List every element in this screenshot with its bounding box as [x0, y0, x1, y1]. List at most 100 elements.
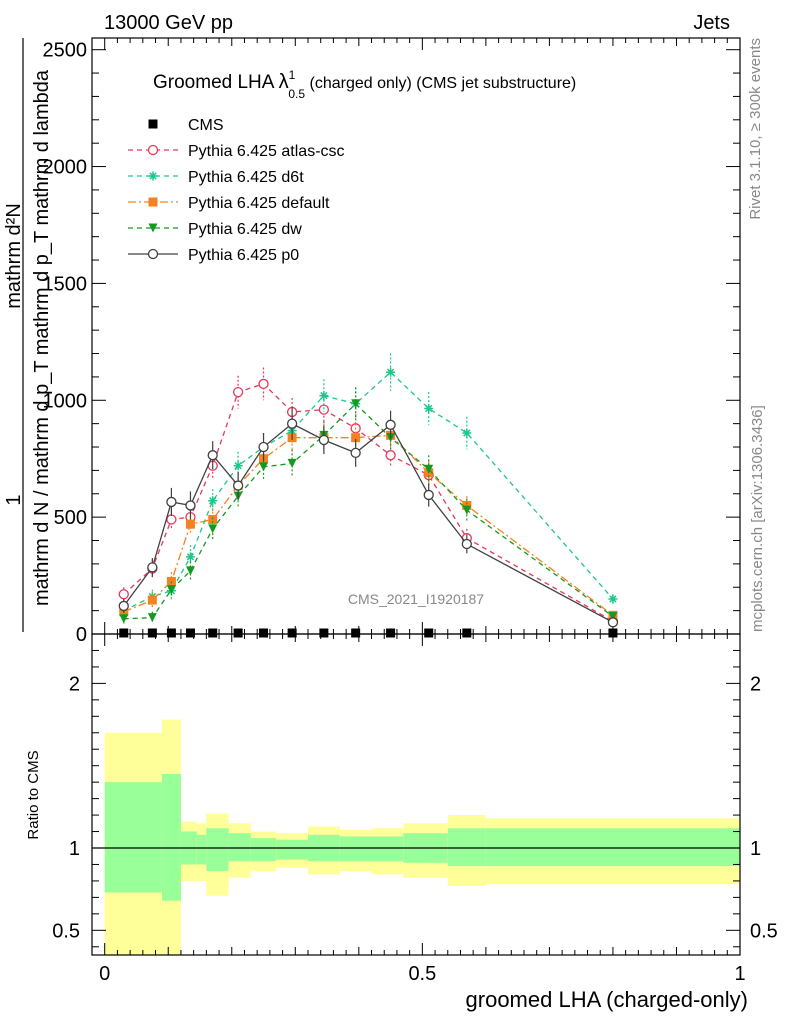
data-point [462, 428, 472, 438]
ylabel-one: 1 [3, 494, 25, 505]
legend: CMS Pythia 6.425 atlas-csc Pythia 6.425 d6… [128, 117, 345, 264]
rivet-label: Rivet 3.1.10, ≥ 300k events [747, 38, 764, 220]
legend-label: Pythia 6.425 p0 [188, 247, 299, 264]
data-point [166, 514, 177, 525]
ratio-band-green [485, 828, 740, 867]
legend-item: Pythia 6.425 d6t [128, 169, 304, 186]
series-line [123, 383, 614, 622]
data-point [319, 391, 329, 401]
x-axis-label: groomed LHA (charged-only) [466, 987, 748, 1012]
data-point [350, 447, 361, 459]
ratio-y-axis-label: Ratio to CMS [25, 750, 42, 839]
x-tick-label: 0.5 [408, 963, 436, 985]
data-point [351, 433, 361, 443]
series-pythia-6-425-p0 [118, 407, 619, 628]
data-point [185, 566, 195, 576]
data-point [385, 450, 396, 461]
series-line [123, 434, 614, 616]
data-point [423, 489, 434, 501]
ratio-band-green [339, 836, 372, 862]
series-line [123, 402, 614, 620]
ratio-band-green [447, 828, 486, 867]
legend-marker [148, 119, 158, 129]
data-point [208, 496, 218, 506]
data-point [166, 585, 176, 595]
data-point [233, 461, 243, 471]
data-point [119, 628, 129, 638]
y-tick-label: 1000 [43, 390, 88, 412]
ratio-y-tick-label-right: 2 [750, 673, 761, 695]
data-point [118, 600, 129, 612]
legend-marker [148, 223, 158, 233]
data-point [386, 628, 396, 638]
ratio-band-green [276, 839, 308, 860]
data-point [385, 419, 396, 430]
data-point [166, 496, 177, 508]
data-point [424, 464, 434, 474]
ratio-band-green [371, 836, 404, 862]
legend-item: Pythia 6.425 default [128, 195, 330, 212]
data-point [258, 378, 269, 390]
data-point [147, 595, 157, 605]
data-point [318, 434, 330, 446]
series-cms [119, 628, 618, 638]
ratio-y-tick-label-left: 2 [69, 673, 80, 695]
y-tick-label: 2000 [43, 157, 88, 179]
energy-label: 13000 GeV pp [104, 12, 233, 34]
ratio-y-tick-label-left: 1 [69, 838, 80, 860]
data-point [185, 628, 195, 638]
ratio-band-green [250, 838, 277, 862]
data-point [287, 628, 297, 638]
y-tick-label: 1500 [43, 273, 88, 295]
ratio-band-green [104, 782, 162, 893]
legend-label: Pythia 6.425 atlas-csc [188, 143, 345, 160]
legend-label: Pythia 6.425 d6t [188, 169, 304, 186]
data-point [462, 628, 472, 638]
legend-item: Pythia 6.425 p0 [128, 247, 299, 264]
legend-item: Pythia 6.425 atlas-csc [128, 143, 345, 160]
ratio-band-green [206, 828, 229, 872]
ratio-y-tick-label-left: 0.5 [52, 920, 80, 942]
mcplots-label: mcplots.cern.ch [arXiv:1306.3436] [749, 405, 766, 632]
data-point [185, 519, 195, 529]
data-point [208, 628, 218, 638]
data-point [207, 450, 218, 461]
data-point [232, 480, 244, 491]
legend-label: Pythia 6.425 dw [188, 221, 302, 238]
data-point [351, 628, 361, 638]
data-point [208, 524, 218, 534]
data-point [461, 538, 472, 550]
y-tick-label: 2500 [43, 40, 88, 62]
ratio-band-green [196, 834, 207, 865]
ratio-y-tick-label-right: 1 [750, 838, 761, 860]
ratio-y-tick-label-right: 0.5 [750, 920, 778, 942]
data-point [259, 462, 269, 472]
analysis-watermark: CMS_2021_I1920187 [348, 591, 484, 607]
legend-marker [147, 248, 159, 260]
data-point [287, 458, 297, 468]
legend-item: CMS [148, 117, 224, 134]
ratio-plot-panel: 0 0.5 10.5 0.51 12 2 [52, 633, 778, 985]
data-point [185, 500, 196, 511]
jets-label: Jets [693, 12, 730, 34]
main-y-axis-label: 1 mathrm d²N mathrm d N / mathrm d p_T m… [3, 38, 53, 632]
data-point [608, 594, 618, 604]
data-point [185, 552, 195, 562]
x-tick-label: 1 [734, 963, 745, 985]
ylabel-dn: mathrm d²N [3, 203, 25, 309]
data-point [386, 367, 396, 377]
chart-title: Groomed LHA λ1 0.5 (charged only) (CMS je… [153, 68, 576, 101]
data-point [607, 617, 619, 628]
ratio-band-green [161, 773, 181, 901]
legend-label: CMS [188, 117, 224, 134]
data-point [259, 628, 269, 638]
data-point [286, 418, 298, 429]
data-point [462, 505, 472, 515]
data-point [608, 611, 618, 621]
data-point [318, 404, 330, 415]
data-point [118, 589, 129, 600]
legend-item: Pythia 6.425 dw [128, 221, 302, 238]
data-point [424, 628, 434, 638]
legend-label: Pythia 6.425 default [188, 195, 330, 212]
data-point [166, 628, 176, 638]
